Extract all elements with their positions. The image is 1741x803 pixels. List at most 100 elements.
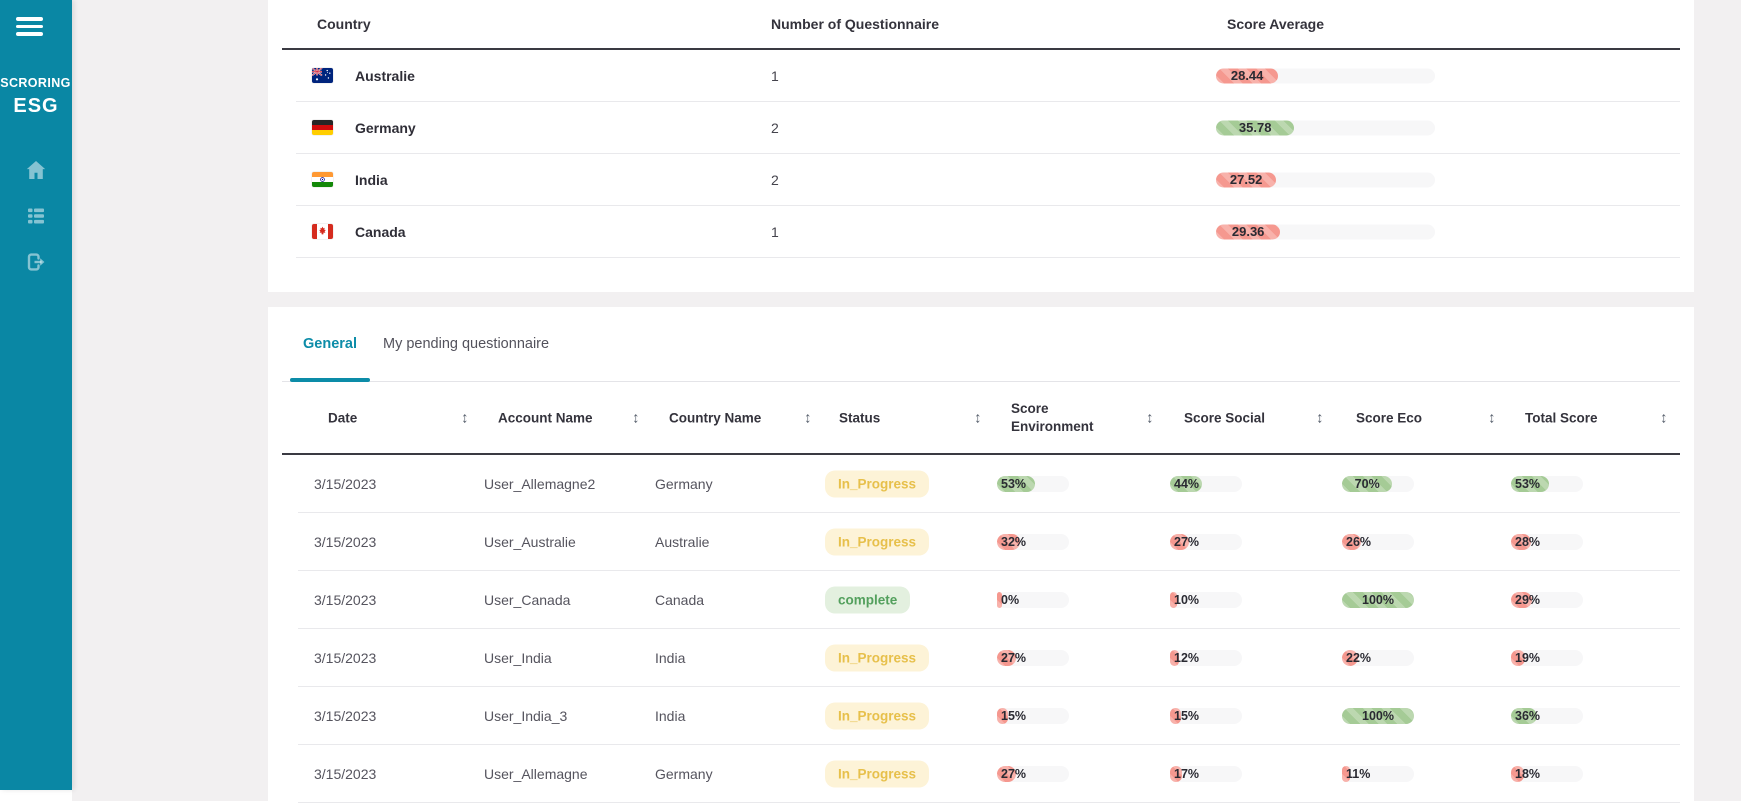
score-cell: 17% [1170, 765, 1242, 782]
questionnaire-table-body: 3/15/2023 User_Allemagne2 Germany In_Progre… [268, 455, 1694, 803]
score-bar: 0% [997, 591, 1069, 608]
sort-icon[interactable]: ↕ [804, 409, 812, 426]
score-cell: 100% [1342, 591, 1414, 608]
score-bar: 19% [1511, 649, 1583, 666]
account-name-cell: User_Allemagne [484, 765, 588, 782]
country-name-cell: Australie [655, 533, 710, 550]
column-header-questionnaires: Number of Questionnaire [771, 16, 940, 32]
score-bar: 100% [1342, 707, 1414, 724]
tab-bar: General My pending questionnaire [282, 307, 1680, 382]
india-flag-icon [312, 172, 333, 187]
sort-icon[interactable]: ↕ [1316, 409, 1324, 426]
score-bar-fill [1342, 765, 1350, 782]
score-cell: 44% [1170, 475, 1242, 492]
score-bar-label: 32% [1001, 534, 1027, 549]
questionnaire-count: 1 [771, 223, 779, 240]
sort-icon[interactable]: ↕ [1488, 409, 1496, 426]
score-bar: 29% [1511, 591, 1583, 608]
questionnaire-count: 2 [771, 171, 779, 188]
score-bar-label: 22% [1346, 650, 1372, 665]
score-bar-label: 29.36 [1231, 224, 1265, 239]
date-cell: 3/15/2023 [314, 765, 377, 782]
score-bar-label: 28% [1515, 534, 1541, 549]
score-bar: 35.78 [1216, 120, 1435, 135]
score-bar: 11% [1342, 765, 1414, 782]
score-bar-fill [1342, 649, 1358, 666]
score-cell: 53% [997, 475, 1069, 492]
germany-flag-icon [312, 120, 333, 135]
sort-icon[interactable]: ↕ [632, 409, 640, 426]
score-bar-fill [1170, 649, 1179, 666]
country-cell: India [312, 172, 388, 188]
score-average-cell: 28.44 [1216, 68, 1435, 83]
australia-flag-icon [312, 68, 333, 83]
sort-icon[interactable]: ↕ [974, 409, 982, 426]
country-name-cell: Germany [655, 765, 713, 782]
score-cell: 29% [1511, 591, 1583, 608]
score-bar-fill [1216, 224, 1281, 239]
menu-bar [16, 24, 43, 28]
table-row: Australie 1 28.44 [296, 50, 1680, 102]
score-bar: 100% [1342, 591, 1414, 608]
column-header-score-environment: Score Environment [1011, 400, 1094, 434]
score-cell: 15% [997, 707, 1069, 724]
score-bar: 10% [1170, 591, 1242, 608]
sort-icon[interactable]: ↕ [1146, 409, 1154, 426]
score-cell: 15% [1170, 707, 1242, 724]
status-badge: In_Progress [825, 702, 930, 729]
score-bar-fill [1342, 533, 1361, 550]
score-bar-fill [1170, 707, 1181, 724]
menu-icon[interactable] [16, 17, 44, 39]
score-bar-label: 53% [1001, 476, 1027, 491]
score-average-cell: 29.36 [1216, 224, 1435, 239]
column-header-country-name: Country Name [669, 410, 762, 425]
score-bar: 27% [997, 649, 1069, 666]
score-bar: 29.36 [1216, 224, 1435, 239]
country-cell: Canada [312, 224, 406, 240]
country-cell: Australie [312, 68, 415, 84]
score-bar-fill [997, 649, 1017, 666]
sort-icon[interactable]: ↕ [1660, 409, 1668, 426]
sidebar-nav [0, 158, 72, 274]
date-cell: 3/15/2023 [314, 533, 377, 550]
table-row: 3/15/2023 User_Australie Australie In_Progr… [298, 513, 1680, 571]
score-bar-fill [1170, 591, 1178, 608]
list-icon[interactable] [22, 204, 50, 228]
status-cell: In_Progress [825, 760, 930, 787]
country-summary-card: Country Number of Questionnaire Score Av… [268, 0, 1694, 292]
sort-icon[interactable]: ↕ [461, 409, 469, 426]
score-bar-label: 44% [1174, 476, 1200, 491]
questionnaire-count: 1 [771, 67, 779, 84]
score-bar-label: 36% [1515, 708, 1541, 723]
country-name: Australie [355, 67, 415, 84]
score-bar-fill [1170, 533, 1190, 550]
status-cell: In_Progress [825, 644, 930, 671]
score-bar-fill [1342, 707, 1414, 724]
score-bar-label: 15% [1174, 708, 1200, 723]
score-bar: 27% [997, 765, 1069, 782]
score-bar-fill [1170, 765, 1183, 782]
score-bar: 18% [1511, 765, 1583, 782]
score-bar-label: 70% [1354, 476, 1380, 491]
column-header-score-social: Score Social [1184, 410, 1266, 425]
menu-bar [16, 32, 43, 36]
country-name-cell: India [655, 649, 686, 666]
score-cell: 27% [997, 649, 1069, 666]
score-bar-label: 0% [1001, 592, 1020, 607]
score-bar-label: 27.52 [1229, 172, 1263, 187]
home-icon[interactable] [22, 158, 50, 182]
score-bar: 28.44 [1216, 68, 1435, 83]
logout-icon[interactable] [22, 250, 50, 274]
score-bar-fill [1342, 475, 1393, 492]
tab-my-pending-questionnaire[interactable]: My pending questionnaire [370, 307, 562, 381]
status-cell: In_Progress [825, 528, 930, 555]
score-bar: 27.52 [1216, 172, 1435, 187]
score-bar-fill [1216, 120, 1295, 135]
tab-general[interactable]: General [290, 307, 370, 382]
score-bar-label: 11% [1346, 766, 1371, 781]
score-bar-label: 53% [1515, 476, 1541, 491]
score-cell: 27% [997, 765, 1069, 782]
account-name-cell: User_Canada [484, 591, 571, 608]
table-row: 3/15/2023 User_India_3 India In_Progress 15%… [298, 687, 1680, 745]
account-name-cell: User_India [484, 649, 552, 666]
